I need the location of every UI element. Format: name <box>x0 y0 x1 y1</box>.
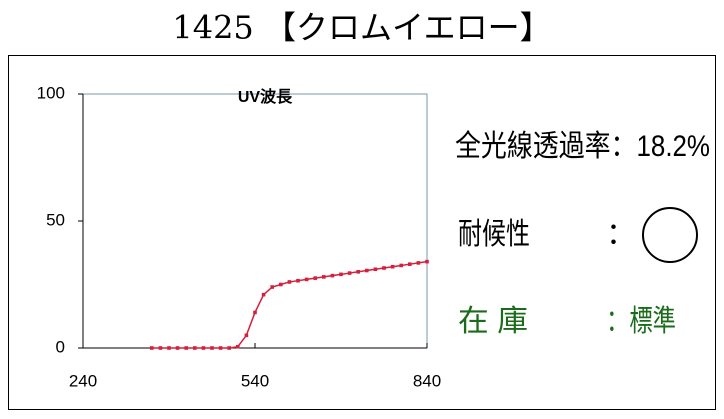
x-tick-label: 240 <box>69 371 97 390</box>
weather-colon: ： <box>606 218 636 251</box>
y-tick-label: 0 <box>56 337 65 356</box>
series-marker <box>227 346 231 350</box>
x-tick-label: 840 <box>413 371 441 390</box>
series-marker <box>287 280 292 284</box>
series-marker <box>193 346 197 350</box>
series-marker <box>167 346 171 350</box>
series-marker <box>365 268 369 273</box>
series-marker <box>270 285 274 289</box>
series-marker <box>356 270 360 274</box>
series-marker <box>382 266 386 270</box>
series-marker <box>244 333 249 338</box>
series-marker <box>390 264 395 269</box>
y-tick-label: 50 <box>46 210 65 229</box>
series-marker <box>313 276 317 280</box>
series-marker <box>158 346 163 350</box>
transmittance: 全光線透過率：18.2% <box>455 130 710 163</box>
title: 1425 【クロムイエロー】 <box>172 9 551 47</box>
series-marker <box>236 344 240 349</box>
series-marker <box>218 346 223 350</box>
series-marker <box>253 310 257 315</box>
y-tick-label: 100 <box>37 83 65 102</box>
series-marker <box>347 271 352 275</box>
series-marker <box>373 267 378 272</box>
series-marker <box>150 346 154 350</box>
series-marker <box>408 262 412 266</box>
series-marker <box>322 275 326 279</box>
series-marker <box>296 278 300 283</box>
series-marker <box>175 346 180 350</box>
x-tick-label: 540 <box>241 371 269 390</box>
panel-border <box>8 55 716 410</box>
series-marker <box>304 277 309 282</box>
weather-label: 耐候性 <box>458 218 530 251</box>
stock-label: 在 庫 <box>458 305 528 338</box>
weather-rating <box>642 207 698 263</box>
plot-frame <box>82 93 428 349</box>
series-marker <box>261 292 266 297</box>
series-marker <box>425 259 429 264</box>
series-marker <box>330 273 335 278</box>
series-marker <box>201 346 206 350</box>
series-marker <box>210 346 214 350</box>
series-marker <box>184 346 188 350</box>
series-line <box>151 260 428 349</box>
series-marker <box>339 272 343 277</box>
stock-value: ：標準 <box>606 305 676 338</box>
series-marker <box>399 263 403 268</box>
series-marker <box>416 261 421 265</box>
series-marker <box>279 282 283 287</box>
x-axis-title: UV波長 <box>238 87 293 106</box>
